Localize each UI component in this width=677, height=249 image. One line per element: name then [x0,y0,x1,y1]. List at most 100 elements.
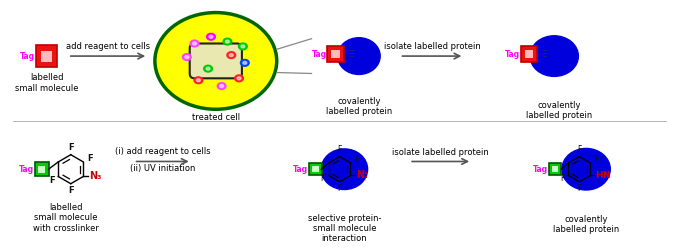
Text: isolate labelled protein: isolate labelled protein [392,148,489,157]
Text: Tag: Tag [311,50,326,59]
Ellipse shape [324,151,366,187]
Text: Tag: Tag [533,165,548,174]
Ellipse shape [539,43,569,69]
Text: ~: ~ [541,51,547,57]
Text: Tag: Tag [19,165,34,174]
Ellipse shape [155,12,277,109]
Text: N: N [602,171,609,180]
Ellipse shape [569,154,603,184]
Text: Tag: Tag [505,50,520,59]
Text: ~: ~ [348,54,353,60]
Ellipse shape [546,49,563,63]
Bar [309,163,322,176]
Text: labelled
small molecule: labelled small molecule [15,73,79,93]
Text: F: F [337,145,342,154]
Bar [35,162,49,176]
Text: labelled
small molecule
with crosslinker: labelled small molecule with crosslinker [33,203,99,233]
Ellipse shape [336,162,353,176]
Text: F: F [577,184,582,193]
Ellipse shape [342,41,376,71]
Ellipse shape [340,39,378,73]
Bar [549,163,561,176]
Bar [41,51,52,62]
Text: add reagent to cells: add reagent to cells [66,42,150,51]
Ellipse shape [537,42,571,71]
Ellipse shape [217,83,226,89]
Text: selective protein-
small molecule
interaction: selective protein- small molecule intera… [307,214,381,244]
Text: covalently
labelled protein: covalently labelled protein [526,101,592,120]
Ellipse shape [237,77,241,80]
Ellipse shape [575,160,596,178]
Ellipse shape [243,62,246,64]
Ellipse shape [349,48,368,64]
Text: (i) add reagent to cells: (i) add reagent to cells [115,147,211,156]
Text: F: F [577,145,582,154]
Bar [312,166,319,172]
Ellipse shape [567,152,606,186]
Ellipse shape [240,60,249,66]
Text: F: F [49,176,55,185]
Text: treated cell: treated cell [192,113,240,122]
Bar [328,46,344,62]
Ellipse shape [532,38,576,74]
Bar [521,46,538,62]
FancyBboxPatch shape [190,44,242,78]
Ellipse shape [351,50,366,62]
Text: F: F [87,154,93,163]
Ellipse shape [238,43,247,50]
Ellipse shape [225,40,230,43]
Ellipse shape [330,157,359,182]
Ellipse shape [571,156,601,182]
Ellipse shape [206,67,210,70]
Ellipse shape [544,47,565,65]
Ellipse shape [196,79,200,82]
Ellipse shape [219,85,223,87]
Bar [36,46,58,67]
Ellipse shape [564,150,608,188]
Text: H: H [595,171,603,180]
Ellipse shape [334,160,355,178]
Text: ~: ~ [348,48,353,54]
Text: Tag: Tag [20,52,35,61]
Ellipse shape [573,158,599,180]
Ellipse shape [192,42,196,45]
Ellipse shape [206,33,215,40]
Ellipse shape [241,45,245,48]
Ellipse shape [338,38,380,74]
Ellipse shape [223,38,232,45]
Bar [525,50,533,59]
Ellipse shape [227,52,236,59]
Text: covalently
labelled protein: covalently labelled protein [326,97,392,116]
Ellipse shape [562,148,610,190]
Ellipse shape [578,162,594,176]
Text: (ii) UV initiation: (ii) UV initiation [130,164,195,173]
Ellipse shape [328,155,361,184]
Text: F: F [594,155,598,164]
Bar [39,166,45,173]
Text: F: F [68,143,74,152]
Ellipse shape [346,45,372,67]
Ellipse shape [182,54,191,61]
Ellipse shape [338,164,350,174]
Text: F: F [561,175,565,184]
Text: N₃: N₃ [89,172,102,182]
Text: Tag: Tag [293,165,308,174]
Ellipse shape [353,52,364,61]
Ellipse shape [535,40,574,72]
Ellipse shape [190,40,199,47]
Text: F: F [354,155,359,164]
Ellipse shape [321,149,368,189]
Bar [332,50,340,59]
Text: ~: ~ [541,54,547,60]
Ellipse shape [548,51,561,61]
Ellipse shape [530,36,578,76]
Ellipse shape [204,65,213,72]
Ellipse shape [347,46,370,66]
Text: covalently
labelled protein: covalently labelled protein [553,215,619,234]
Text: N:: N: [356,171,368,181]
Text: ~: ~ [348,51,353,57]
Text: F: F [68,187,74,195]
Ellipse shape [194,77,202,84]
Ellipse shape [209,35,213,38]
Bar [552,166,559,172]
